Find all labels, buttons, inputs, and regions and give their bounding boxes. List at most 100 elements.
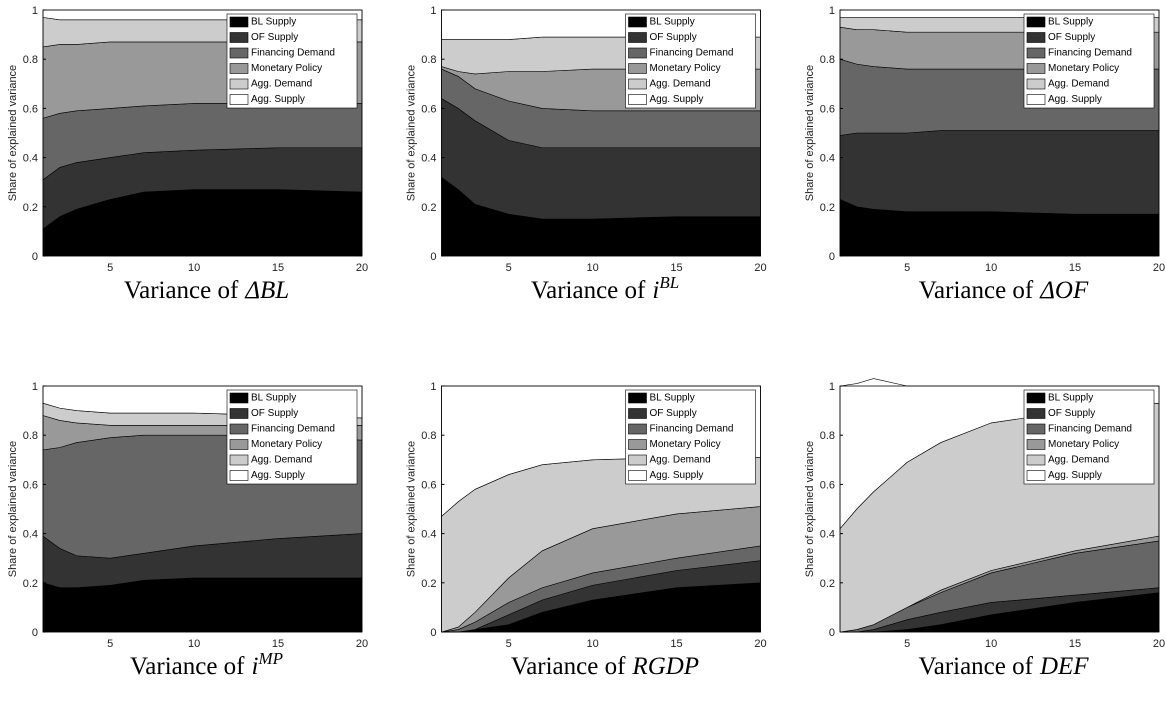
y-tick-label: 0.2: [421, 578, 436, 590]
legend-label: Monetary Policy: [650, 439, 721, 450]
legend-swatch: [229, 94, 249, 105]
y-tick-label: 0.8: [421, 54, 436, 66]
title-text: Variance of: [130, 653, 245, 680]
y-tick-label: 0.2: [820, 202, 835, 214]
legend-swatch: [628, 439, 647, 450]
legend-label: OF Supply: [251, 408, 298, 419]
legend-label: OF Supply: [650, 408, 697, 419]
y-tick-label: 0.8: [421, 430, 436, 442]
legend-label: Agg. Demand: [251, 455, 312, 466]
title-text: Variance of: [124, 277, 239, 304]
legend-label: BL Supply: [650, 393, 695, 404]
legend-label: Agg. Supply: [251, 94, 305, 105]
legend-label: Monetary Policy: [251, 439, 322, 450]
plot-frame: [839, 385, 1160, 633]
y-axis-label: Share of explained variance: [804, 441, 816, 577]
chart-title: Variance of ΔBL: [124, 277, 289, 304]
y-tick-label: 0.6: [23, 103, 38, 115]
legend-swatch: [229, 408, 249, 419]
y-tick-label: 0.6: [23, 479, 38, 491]
legend-label: Monetary Policy: [1048, 63, 1119, 74]
y-tick-label: 0.6: [820, 479, 835, 491]
x-tick-label: 10: [188, 638, 200, 650]
legend-swatch: [1026, 63, 1046, 74]
legend-swatch: [229, 423, 249, 435]
y-axis-label: Share of explained variance: [406, 65, 418, 201]
x-tick-label: 15: [272, 638, 284, 650]
legend-label: Monetary Policy: [1048, 439, 1119, 450]
y-tick-label: 0.8: [23, 54, 38, 66]
y-tick-label: 0: [829, 251, 835, 263]
y-axis-label: Share of explained variance: [406, 441, 418, 577]
x-tick-label: 10: [586, 638, 598, 650]
legend-swatch: [1026, 94, 1046, 105]
title-math: i: [652, 277, 659, 304]
legend-swatch: [229, 470, 249, 481]
legend-swatch: [628, 78, 647, 90]
y-axis-label: Share of explained variance: [804, 65, 816, 201]
y-tick-label: 0.6: [820, 103, 835, 115]
x-tick-label: 10: [188, 262, 200, 274]
x-tick-label: 5: [107, 262, 113, 274]
area: [839, 130, 1160, 215]
legend-swatch: [628, 392, 647, 404]
y-tick-label: 0.2: [23, 578, 38, 590]
y-tick-label: 0: [430, 251, 436, 263]
plot-frame: [441, 9, 761, 257]
x-tick-label: 20: [1153, 262, 1165, 274]
legend-swatch: [229, 63, 249, 74]
y-tick-label: 0.6: [421, 479, 436, 491]
legend-label: Agg. Supply: [650, 94, 704, 105]
title-math: ΔOF: [1039, 277, 1089, 304]
legend-label: Financing Demand: [650, 424, 734, 435]
title-math: ΔBL: [244, 277, 289, 304]
legend-label: OF Supply: [1048, 408, 1095, 419]
x-tick-label: 20: [356, 638, 368, 650]
plot-frame: [441, 385, 761, 633]
title-math: RGDP: [631, 653, 699, 680]
chart-title: Variance of iMP: [130, 649, 283, 680]
legend-swatch: [229, 454, 249, 466]
y-tick-label: 1: [430, 381, 436, 393]
title-math: DEF: [1039, 653, 1089, 680]
x-tick-label: 20: [356, 262, 368, 274]
y-tick-label: 0: [829, 627, 835, 639]
chart-title: Variance of ΔOF: [919, 277, 1089, 304]
x-tick-label: 20: [754, 638, 766, 650]
legend-label: Agg. Demand: [1048, 79, 1109, 90]
y-tick-label: 1: [32, 5, 38, 17]
legend-swatch: [628, 423, 647, 435]
y-tick-label: 0.4: [23, 153, 38, 165]
legend-box: [1023, 13, 1155, 109]
legend-swatch: [229, 78, 249, 90]
x-tick-label: 5: [506, 262, 512, 274]
x-tick-label: 20: [754, 262, 766, 274]
legend-box: [226, 13, 358, 109]
legend-label: BL Supply: [650, 17, 695, 28]
legend-label: Agg. Supply: [251, 470, 305, 481]
y-tick-label: 0.4: [820, 153, 835, 165]
x-tick-label: 5: [904, 638, 910, 650]
y-tick-label: 0.4: [421, 153, 436, 165]
legend-swatch: [628, 470, 647, 481]
x-tick-label: 10: [985, 638, 997, 650]
legend-swatch: [1026, 439, 1046, 450]
y-tick-label: 0.4: [421, 529, 436, 541]
legend-swatch: [1026, 454, 1046, 466]
plot-frame: [42, 9, 363, 257]
title-text: Variance of: [919, 277, 1034, 304]
y-tick-label: 1: [829, 381, 835, 393]
legend-label: Agg. Supply: [1048, 470, 1102, 481]
legend-label: OF Supply: [1048, 32, 1095, 43]
legend-label: Agg. Demand: [650, 455, 711, 466]
legend-box: [625, 389, 756, 485]
y-axis-label: Share of explained variance: [7, 65, 19, 201]
legend-label: Financing Demand: [1048, 424, 1132, 435]
y-tick-label: 0: [430, 627, 436, 639]
legend-label: Financing Demand: [251, 48, 335, 59]
y-tick-label: 0.8: [820, 430, 835, 442]
